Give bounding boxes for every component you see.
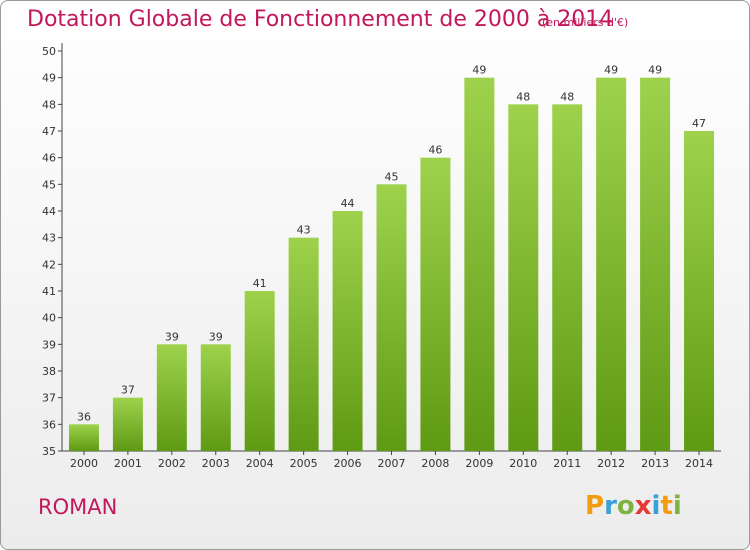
x-tick-label: 2005 — [290, 457, 318, 470]
bar — [596, 77, 627, 452]
y-tick-label: 42 — [42, 258, 56, 271]
x-tick-label: 2003 — [202, 457, 230, 470]
y-tick-label: 46 — [42, 152, 56, 165]
bar — [420, 157, 451, 451]
bar-value-label: 49 — [472, 64, 486, 77]
y-tick-label: 47 — [42, 125, 56, 138]
x-tick-label: 2004 — [246, 457, 274, 470]
x-tick-label: 2007 — [378, 457, 406, 470]
bar-value-label: 41 — [253, 277, 267, 290]
y-tick-label: 41 — [42, 285, 56, 298]
bar — [288, 237, 319, 451]
bar-value-label: 45 — [385, 170, 399, 183]
y-tick-label: 38 — [42, 365, 56, 378]
bar-value-label: 36 — [77, 410, 91, 423]
y-tick-label: 50 — [42, 45, 56, 58]
bar-value-label: 46 — [428, 144, 442, 157]
x-tick-label: 2011 — [553, 457, 581, 470]
y-tick-label: 43 — [42, 232, 56, 245]
x-tick-label: 2013 — [641, 457, 669, 470]
bar-value-label: 49 — [648, 64, 662, 77]
bar — [684, 131, 715, 451]
y-tick-label: 45 — [42, 178, 56, 191]
x-tick-label: 2014 — [685, 457, 713, 470]
x-tick-label: 2001 — [114, 457, 142, 470]
y-tick-label: 37 — [42, 392, 56, 405]
bar — [376, 184, 407, 452]
y-tick-label: 40 — [42, 312, 56, 325]
bar-value-label: 44 — [341, 197, 355, 210]
x-tick-label: 2000 — [70, 457, 98, 470]
chart-title: Dotation Globale de Fonctionnement de 20… — [27, 7, 614, 32]
bar — [640, 77, 671, 452]
commune-name: ROMAN — [38, 495, 118, 519]
bar-value-label: 37 — [121, 384, 135, 397]
bar — [244, 291, 275, 451]
bar-value-label: 48 — [560, 90, 574, 103]
y-tick-label: 35 — [42, 445, 56, 458]
y-tick-label: 39 — [42, 338, 56, 351]
y-tick-label: 49 — [42, 72, 56, 85]
y-tick-label: 48 — [42, 98, 56, 111]
x-tick-label: 2006 — [334, 457, 362, 470]
bar-value-label: 43 — [297, 224, 311, 237]
x-tick-label: 2012 — [597, 457, 625, 470]
x-tick-label: 2002 — [158, 457, 186, 470]
bar-value-label: 47 — [692, 117, 706, 130]
bar-value-label: 49 — [604, 64, 618, 77]
x-tick-label: 2008 — [421, 457, 449, 470]
bar — [552, 104, 583, 451]
bar-value-label: 39 — [209, 330, 223, 343]
bar — [68, 424, 99, 451]
bar-value-label: 48 — [516, 90, 530, 103]
bar — [156, 344, 187, 451]
bar-value-label: 39 — [165, 330, 179, 343]
bar — [464, 77, 495, 452]
x-tick-label: 2010 — [509, 457, 537, 470]
y-tick-label: 44 — [42, 205, 56, 218]
bar — [508, 104, 539, 451]
y-tick-label: 36 — [42, 418, 56, 431]
bar — [112, 397, 143, 451]
proxiti-logo: Proxiti — [585, 491, 682, 521]
bar — [332, 211, 363, 451]
x-tick-label: 2009 — [465, 457, 493, 470]
chart-subtitle: (en milliers d'€) — [542, 16, 629, 29]
bar — [200, 344, 231, 451]
